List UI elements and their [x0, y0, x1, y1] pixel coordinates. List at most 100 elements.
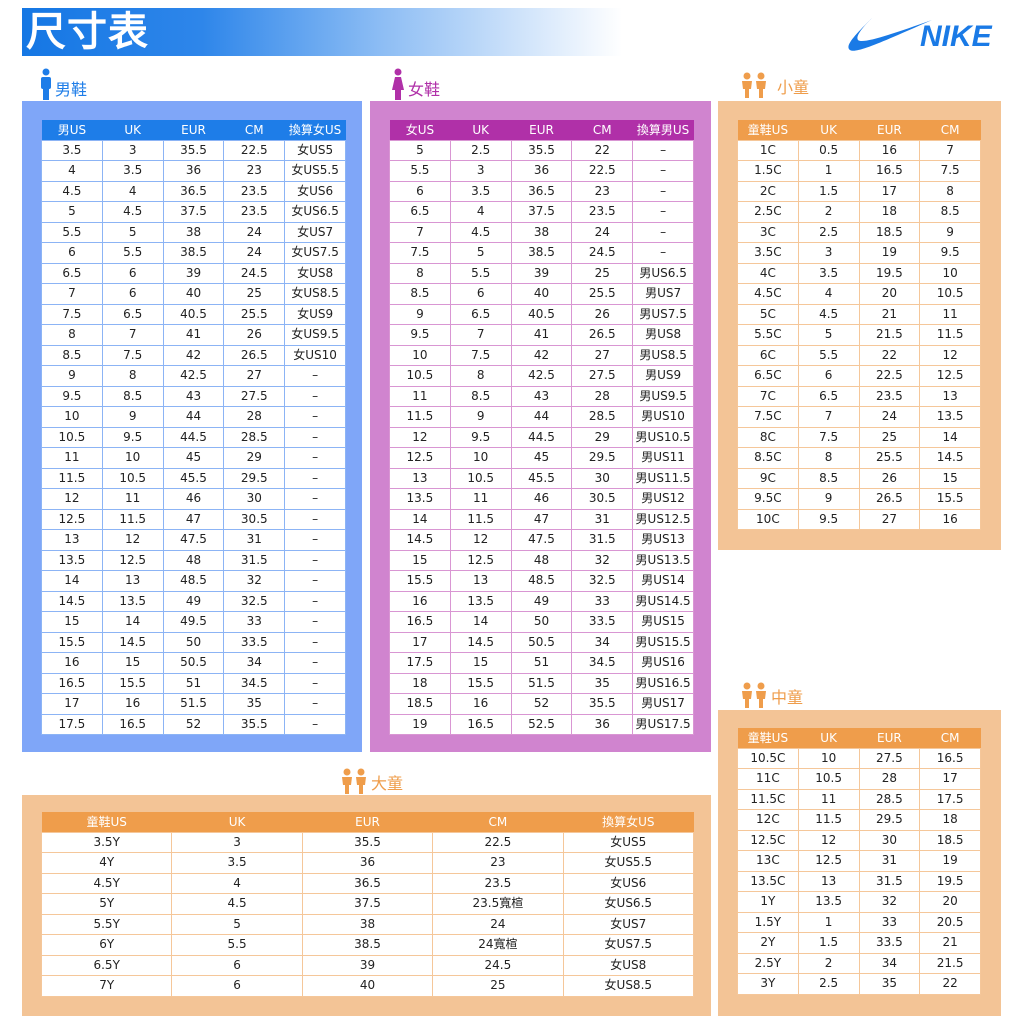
table-cell: 9.5: [41, 385, 103, 407]
table-cell: 38: [510, 221, 573, 243]
table-row: 6Y 5.5 38.5 24寬楦 女US7.5: [40, 934, 695, 956]
page-title: 尺寸表: [26, 9, 149, 55]
table-cell: 16.5: [41, 672, 103, 694]
table-row: 4.5Y 4 36.5 23.5 女US6: [40, 872, 695, 894]
table-cell: 8.5: [389, 283, 451, 305]
table-cell: 5.5: [389, 160, 451, 182]
table-cell: 11: [41, 447, 103, 469]
table-cell: 42.5: [162, 365, 225, 387]
column-header: UK: [798, 728, 859, 748]
table-cell: 43: [162, 385, 225, 407]
table-row: 17.5 15 51 34.5 男US16: [389, 652, 694, 674]
table-cell: 男US14: [632, 570, 694, 592]
women-label: 女鞋: [391, 68, 440, 100]
table-cell: 23: [223, 160, 286, 182]
table-cell: 女US9: [284, 303, 346, 325]
table-cell: 5.5: [797, 344, 860, 366]
table-row: 10 7.5 42 27 男US8.5: [389, 344, 694, 366]
table-cell: 24.5: [432, 954, 564, 976]
table-cell: 女US7.5: [284, 242, 346, 264]
table-row: 6.5 4 37.5 23.5–: [389, 201, 694, 223]
table-cell: 25: [858, 426, 921, 448]
table-cell: 9: [797, 488, 860, 510]
table-row: 1.5C 1 16.5 7.5: [737, 160, 981, 182]
table-row: 4C 3.5 19.5 10: [737, 262, 981, 284]
table-cell: 10.5: [797, 768, 860, 790]
table-row: 11.5 10.5 45.5 29.5–: [41, 467, 346, 489]
table-row: 11 8.5 43 28 男US9.5: [389, 385, 694, 407]
table-cell: 51: [510, 652, 573, 674]
table-cell: 7: [101, 324, 164, 346]
table-cell: 1C: [737, 139, 799, 161]
table-cell: 7.5: [919, 160, 981, 182]
table-row: 3.5 3 35.5 22.5 女US5: [41, 139, 346, 161]
column-header: 男US: [41, 120, 103, 140]
table-cell: –: [284, 590, 346, 612]
table-cell: 13.5: [797, 891, 860, 913]
table-row: 13 12 47.5 31–: [41, 529, 346, 551]
table-row: 5 4.5 37.5 23.5 女US6.5: [41, 201, 346, 223]
table-cell: 3.5: [449, 180, 512, 202]
table-cell: 22: [571, 139, 634, 161]
table-cell: 11.5: [797, 809, 860, 831]
table-cell: 33: [223, 611, 286, 633]
table-cell: 11.5C: [737, 788, 799, 810]
men-size-table: 男US UK EUR CM 換算女US 3.5 3 35.5 22.5 女US5 4 3.5 36 23 女…: [41, 120, 346, 735]
table-row: 12C 11.5 29.5 18: [737, 809, 981, 831]
table-cell: 3.5: [171, 852, 303, 874]
table-cell: 7: [389, 221, 451, 243]
table-cell: 18.5: [389, 693, 451, 715]
table-cell: 13: [797, 870, 860, 892]
table-cell: 13: [389, 467, 451, 489]
table-row: 12.5 11.5 47 30.5–: [41, 508, 346, 530]
table-row: 4.5 4 36.5 23.5 女US6: [41, 180, 346, 202]
table-cell: 11C: [737, 768, 799, 790]
table-cell: 37.5: [301, 893, 434, 915]
table-row: 9.5C 9 26.5 15.5: [737, 488, 981, 510]
mid-kids-size-table: 童鞋US UK EUR CM 10.5C 10 27.5 16.5 11C 10.5 28 17 11.…: [737, 728, 981, 995]
column-header: EUR: [859, 120, 920, 140]
table-row: 6.5 6 39 24.5 女US8: [41, 262, 346, 284]
table-row: 7.5 5 38.5 24.5–: [389, 242, 694, 264]
table-cell: 45: [510, 447, 573, 469]
table-cell: 14: [41, 570, 103, 592]
table-cell: 38: [162, 221, 225, 243]
table-row: 17 14.5 50.5 34 男US15.5: [389, 631, 694, 653]
table-cell: 8C: [737, 426, 799, 448]
table-cell: 1: [797, 160, 860, 182]
table-cell: 37.5: [510, 201, 573, 223]
table-cell: 3.5: [41, 139, 103, 161]
table-cell: 17: [41, 693, 103, 715]
table-row: 3C 2.5 18.5 9: [737, 221, 981, 243]
table-cell: 50: [162, 631, 225, 653]
table-cell: 10: [101, 447, 164, 469]
table-cell: 10: [41, 406, 103, 428]
table-cell: 28.5: [571, 406, 634, 428]
table-cell: 38: [301, 913, 434, 935]
table-cell: 13.5: [101, 590, 164, 612]
table-cell: 7: [41, 283, 103, 305]
table-cell: 31: [223, 529, 286, 551]
table-cell: 7.5: [41, 303, 103, 325]
table-cell: 8: [449, 365, 512, 387]
table-cell: 11.5: [101, 508, 164, 530]
table-cell: 51: [162, 672, 225, 694]
table-cell: 41: [510, 324, 573, 346]
table-row: 16.5 15.5 51 34.5–: [41, 672, 346, 694]
table-cell: 24: [223, 242, 286, 264]
table-cell: 32.5: [571, 570, 634, 592]
table-cell: 21.5: [858, 324, 921, 346]
table-cell: 16: [41, 652, 103, 674]
table-row: 9 6.5 40.5 26 男US7.5: [389, 303, 694, 325]
table-cell: 男US10.5: [632, 426, 694, 448]
table-row: 1C 0.5 16 7: [737, 139, 981, 161]
column-header: UK: [102, 120, 164, 140]
women-size-table: 女US UK EUR CM 換算男US 5 2.5 35.5 22–5.5 3 36 22.5–6 3.…: [389, 120, 694, 735]
table-cell: 7: [449, 324, 512, 346]
big-kids-label: 大童: [340, 768, 403, 794]
table-cell: 男US9.5: [632, 385, 694, 407]
table-cell: –: [284, 406, 346, 428]
table-cell: 12.5: [41, 508, 103, 530]
table-row: 17.5 16.5 52 35.5–: [41, 713, 346, 735]
table-cell: 27.5: [571, 365, 634, 387]
